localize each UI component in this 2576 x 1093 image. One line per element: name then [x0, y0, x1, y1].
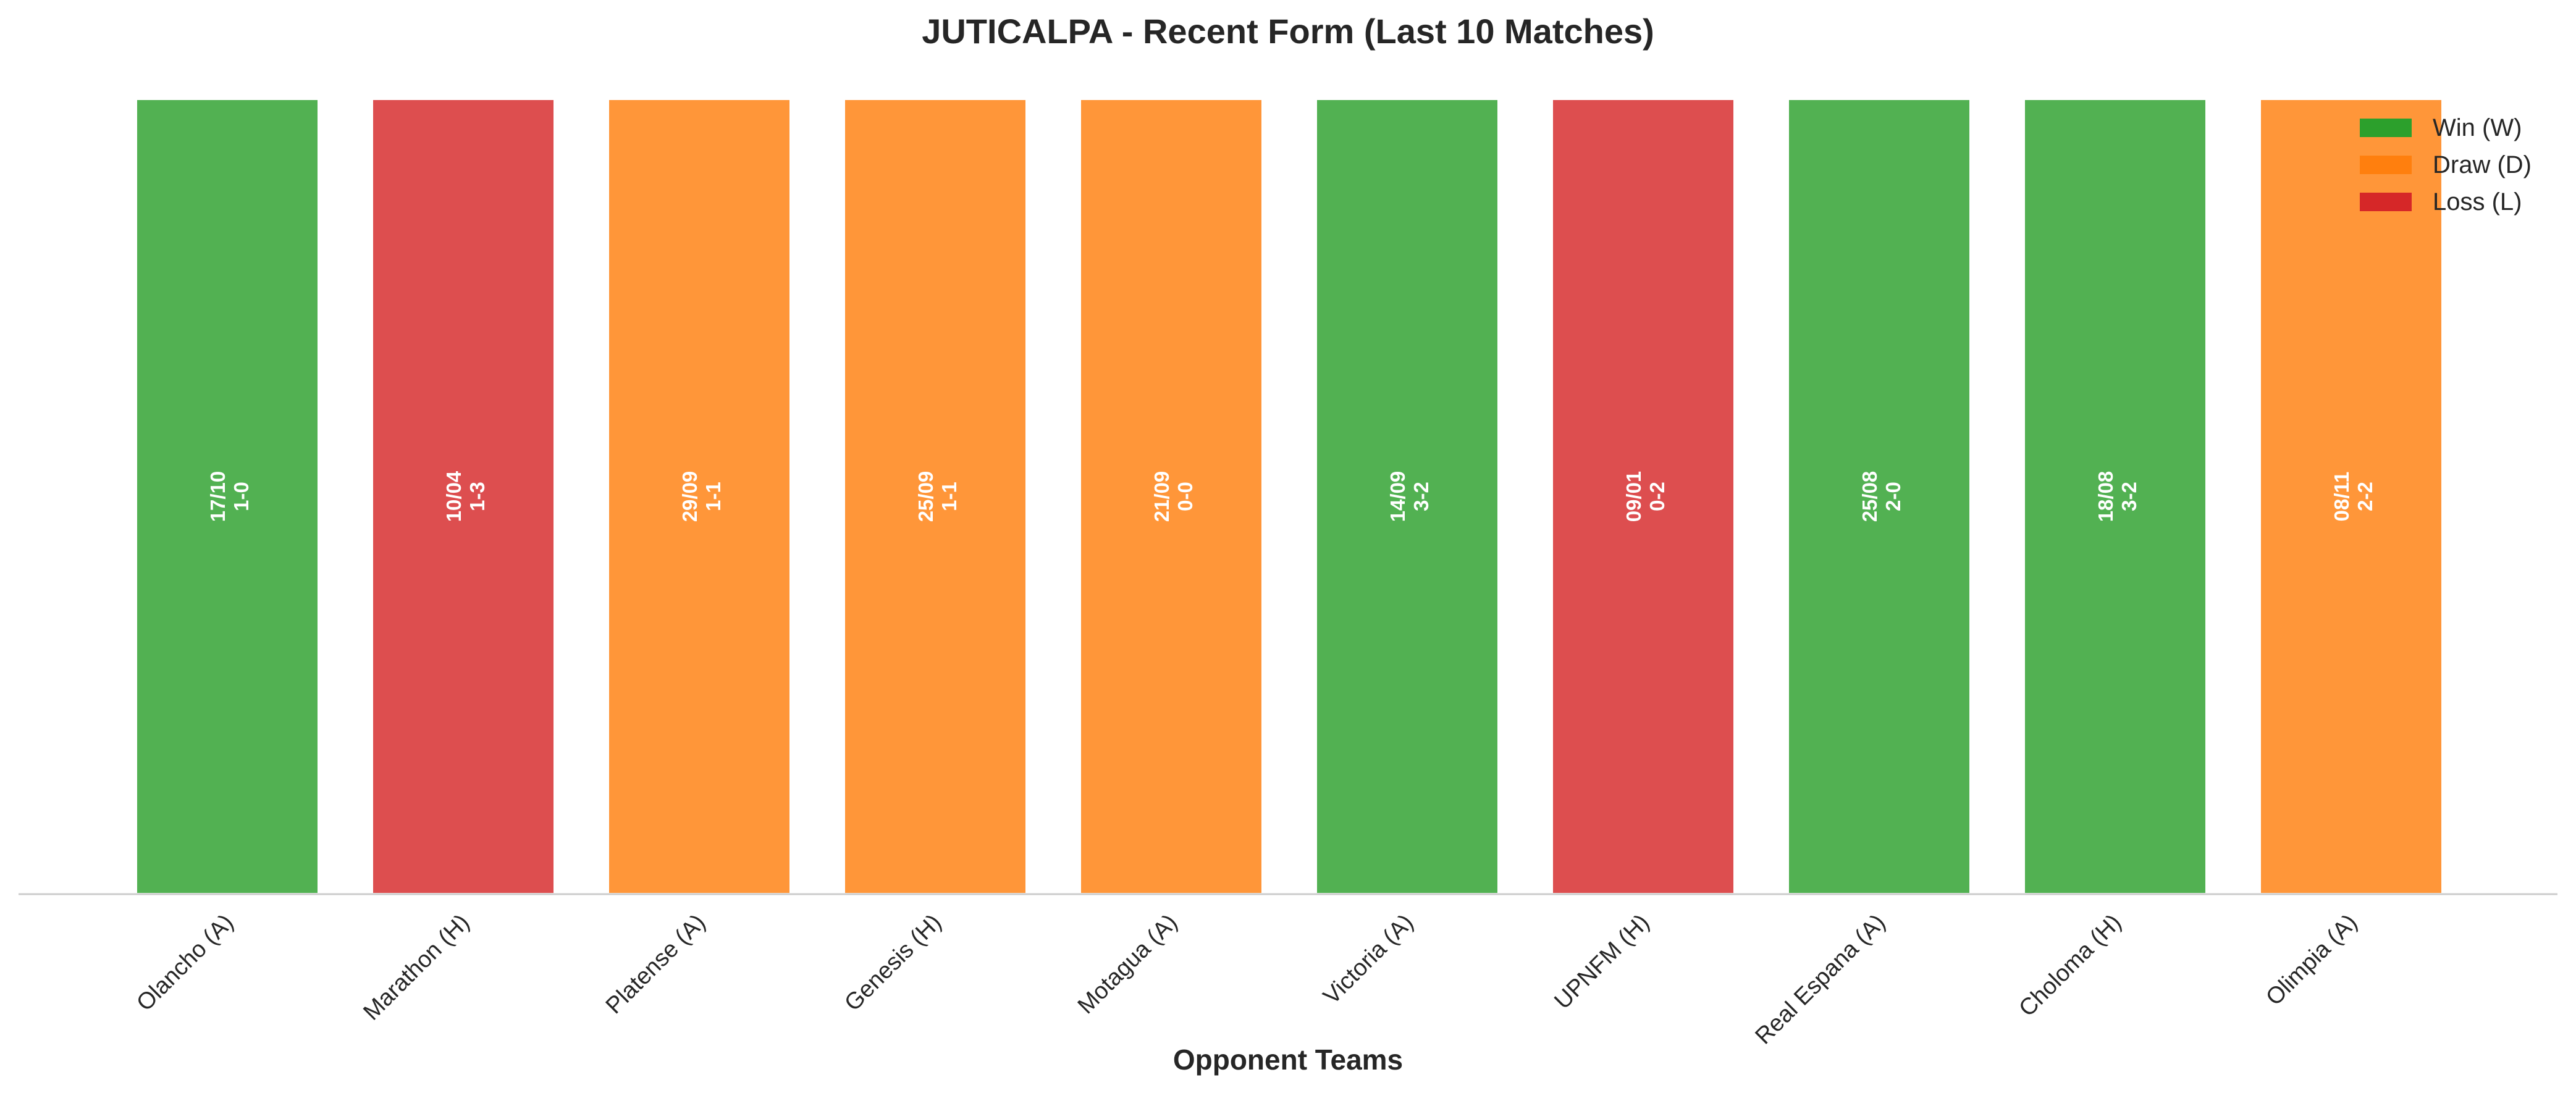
bar-label-6: 14/093-2: [1386, 471, 1433, 522]
bar-label-10: 08/112-2: [2330, 472, 2376, 522]
x-tick-label-9: Choloma (H): [2014, 910, 2126, 1022]
legend-label-w: Win (W): [2433, 114, 2522, 141]
x-tick-label-5: Motagua (A): [1073, 910, 1183, 1020]
chart-title: JUTICALPA - Recent Form (Last 10 Matches…: [922, 12, 1654, 51]
x-tick-label-7: UPNFM (H): [1549, 910, 1654, 1015]
bar-label-5: 21/090-0: [1150, 471, 1197, 522]
x-tick-label-2: Marathon (H): [358, 910, 474, 1026]
bar-label-7: 09/010-2: [1622, 471, 1669, 522]
legend-swatch-l: [2360, 193, 2412, 211]
bar-4: [843, 98, 1028, 895]
legend: Win (W) Draw (D) Loss (L): [2360, 114, 2532, 216]
bar-3: [607, 98, 792, 895]
x-axis-label: Opponent Teams: [1173, 1044, 1403, 1076]
bar-1: [135, 98, 320, 895]
bar-10: [2258, 98, 2444, 895]
x-tick-labels: Olancho (A) Marathon (H) Platense (A) Genes…: [132, 910, 2362, 1050]
x-tick-label-8: Real Espana (A): [1751, 910, 1891, 1050]
bar-2: [371, 98, 556, 895]
bar-label-2: 10/041-3: [442, 471, 489, 522]
x-tick-label-1: Olancho (A): [132, 910, 238, 1016]
bar-6: [1315, 98, 1500, 895]
legend-swatch-d: [2360, 156, 2412, 174]
bar-7: [1551, 98, 1736, 895]
bar-9: [2022, 98, 2208, 895]
bar-label-8: 25/082-0: [1858, 471, 1905, 522]
x-tick-label-6: Victoria (A): [1318, 910, 1418, 1010]
legend-label-l: Loss (L): [2433, 188, 2522, 216]
bar-label-1: 17/101-0: [206, 471, 253, 522]
x-tick-label-4: Genesis (H): [840, 910, 946, 1016]
legend-label-d: Draw (D): [2433, 151, 2532, 178]
bar-label-9: 18/083-2: [2094, 471, 2140, 522]
bar-label-4: 25/091-1: [914, 471, 961, 522]
bar-8: [1787, 98, 1972, 895]
bar-5: [1079, 98, 1264, 895]
legend-swatch-w: [2360, 119, 2412, 137]
bars-group: 17/101-0 10/041-3 29/091-1 25/091-1 21/090-0…: [135, 98, 2444, 895]
x-tick-label-3: Platense (A): [601, 910, 711, 1020]
bar-label-3: 29/091-1: [678, 471, 725, 522]
x-tick-label-10: Olimpia (A): [2261, 910, 2362, 1011]
